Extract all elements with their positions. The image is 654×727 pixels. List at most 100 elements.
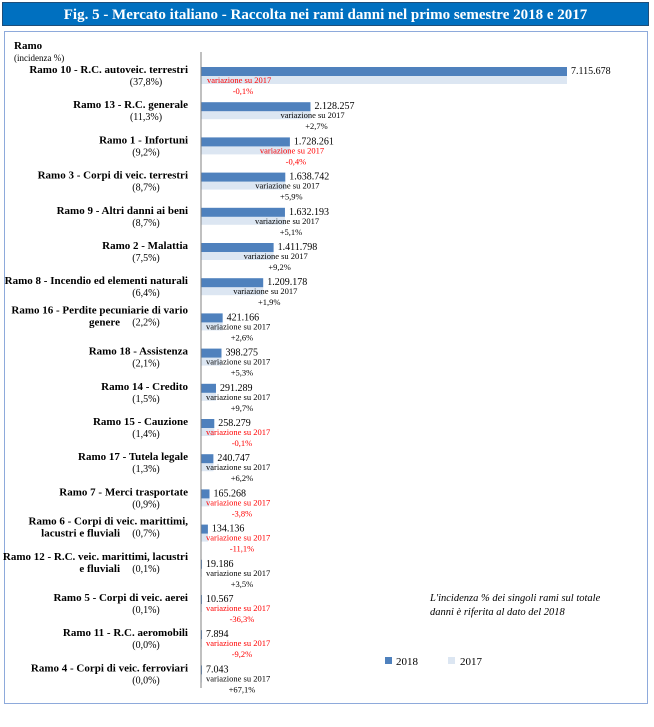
change-caption: variazione su 2017: [206, 357, 270, 367]
change-value: +2,7%: [305, 121, 328, 131]
category-label: Ramo 2 - Malattia: [102, 240, 188, 252]
change-value: +6,2%: [231, 473, 254, 483]
change-value: -9,2%: [232, 649, 253, 659]
change-caption: variazione su 2017: [206, 321, 270, 331]
bar-2018: [201, 419, 215, 428]
category-label: Ramo 12 - R.C. veic. marittimi, lacustri: [3, 551, 188, 563]
category-share: (0,7%): [132, 529, 160, 540]
value-label: 258.279: [218, 418, 251, 429]
category-label: lacustri e fluviali: [41, 528, 120, 540]
change-caption: variazione su 2017: [207, 75, 271, 85]
category-label: Ramo 14 - Credito: [101, 381, 188, 393]
category-label: Ramo 17 - Tutela legale: [78, 451, 188, 463]
change-caption: variazione su 2017: [255, 181, 319, 191]
value-label: 7.043: [206, 664, 229, 675]
bar-2018: [201, 172, 286, 182]
value-label: 1.638.742: [289, 172, 329, 183]
category-share: (2,1%): [132, 359, 160, 370]
category-label: Ramo 16 - Perdite pecuniarie di vario: [11, 304, 188, 316]
change-caption: variazione su 2017: [206, 462, 270, 472]
bar-2018: [201, 383, 216, 393]
bar-2017: [201, 111, 311, 120]
value-label: 19.186: [206, 559, 234, 570]
bar-2017: [201, 287, 264, 296]
category-label: Ramo 1 - Infortuni: [99, 134, 188, 146]
bar-2017: [201, 498, 210, 507]
category-label: Ramo 4 - Corpi di veic. ferroviari: [31, 662, 188, 674]
category-share: (0,1%): [132, 564, 160, 575]
change-caption: variazione su 2017: [206, 497, 270, 507]
category-label: Ramo 18 - Assistenza: [89, 346, 189, 358]
bar-2017: [201, 76, 567, 84]
category-share: (8,7%): [132, 218, 160, 229]
category-label: Ramo 8 - Incendio ed elementi naturali: [5, 275, 188, 287]
category-label: e fluviali: [79, 563, 120, 575]
axis-title: Ramo: [14, 40, 43, 52]
category-share: (37,8%): [130, 77, 163, 88]
value-label: 1.728.261: [294, 136, 334, 147]
bar-2017: [201, 322, 223, 331]
category-label: Ramo 6 - Corpi di veic. marittimi,: [29, 516, 189, 528]
value-label: 7.894: [206, 629, 229, 640]
category-label: Ramo 11 - R.C. aeromobili: [63, 627, 188, 639]
legend-swatch-2018: [385, 657, 392, 664]
value-label: 1.411.798: [278, 242, 318, 253]
change-caption: variazione su 2017: [206, 568, 270, 578]
bar-2018: [201, 278, 264, 288]
change-caption: variazione su 2017: [206, 533, 270, 543]
change-value: +5,1%: [280, 227, 303, 237]
value-label: 165.268: [214, 488, 247, 499]
bar-2018: [201, 207, 285, 217]
change-value: +1,9%: [258, 297, 281, 307]
change-caption: variazione su 2017: [260, 145, 324, 155]
change-value: +9,2%: [268, 262, 291, 272]
change-value: +9,7%: [231, 403, 254, 413]
bar-2018: [201, 454, 214, 464]
category-share: (1,5%): [132, 394, 160, 405]
category-label: genere: [89, 316, 120, 328]
change-value: -3,8%: [232, 508, 253, 518]
bar-2018: [201, 243, 274, 252]
bar-2018: [201, 102, 311, 112]
change-caption: variazione su 2017: [206, 673, 270, 683]
value-label: 398.275: [225, 348, 258, 359]
change-caption: variazione su 2017: [280, 110, 344, 120]
change-value: +67,1%: [229, 684, 256, 694]
change-value: -11,1%: [230, 544, 254, 554]
change-value: -0,1%: [232, 438, 253, 448]
change-caption: variazione su 2017: [206, 638, 270, 648]
change-caption: variazione su 2017: [206, 603, 270, 613]
category-label: Ramo 3 - Corpi di veic. terrestri: [38, 170, 188, 182]
bar-2018: [201, 489, 210, 499]
change-value: -36,3%: [230, 614, 255, 624]
figure-title: Fig. 5 - Mercato italiano - Raccolta nei…: [2, 2, 649, 26]
bar-2017: [201, 392, 216, 401]
category-share: (6,4%): [132, 288, 160, 299]
category-share: (9,2%): [132, 147, 160, 158]
category-label: Ramo 15 - Cauzione: [93, 416, 188, 428]
category-share: (7,5%): [132, 253, 160, 264]
category-share: (2,2%): [132, 317, 160, 328]
legend-label-2018: 2018: [396, 656, 419, 668]
value-label: 421.166: [227, 312, 259, 323]
change-value: +5,9%: [280, 192, 303, 202]
category-label: Ramo 7 - Merci trasportate: [59, 486, 188, 498]
bar-2017: [201, 533, 208, 542]
value-label: 291.289: [220, 383, 253, 394]
bar-2017: [201, 252, 274, 260]
value-label: 7.115.678: [571, 66, 611, 77]
value-label: 1.209.178: [267, 277, 307, 288]
bar-2017: [201, 181, 286, 190]
legend-swatch-2017: [448, 657, 455, 664]
value-label: 134.136: [212, 524, 245, 535]
category-share: (0,0%): [132, 640, 160, 651]
change-value: +5,3%: [231, 368, 254, 378]
change-caption: variazione su 2017: [206, 427, 270, 437]
bar-2018: [201, 313, 223, 323]
category-share: (0,9%): [132, 499, 160, 510]
legend-label-2017: 2017: [460, 656, 483, 668]
change-value: +2,6%: [231, 332, 254, 342]
bar-2018: [201, 348, 222, 358]
value-label: 10.567: [206, 594, 234, 605]
